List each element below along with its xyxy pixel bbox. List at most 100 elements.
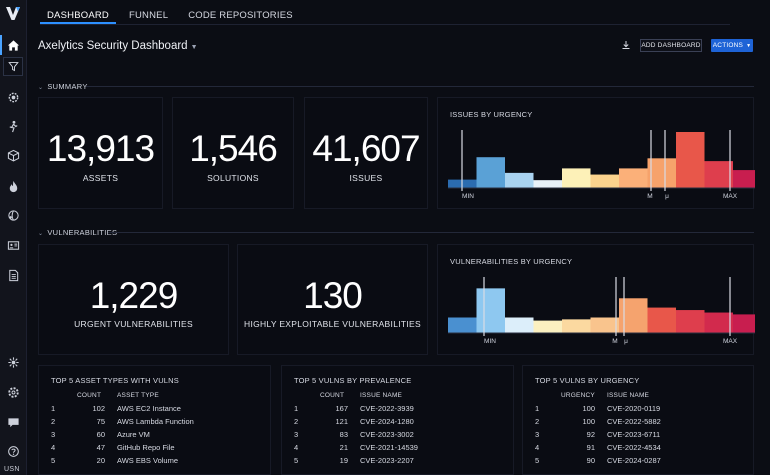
column-header[interactable]: ASSET TYPE	[117, 392, 159, 399]
table-row[interactable]: 4 21 CVE-2021-14539	[294, 441, 418, 454]
chart-bar	[647, 158, 676, 188]
row-count: 92	[586, 430, 595, 439]
table-row[interactable]: 3 83 CVE-2023-3002	[294, 428, 418, 441]
column-header[interactable]: COUNT	[320, 392, 345, 399]
prevalence-table-card: TOP 5 VULNS BY PREVALENCE COUNT ISSUE NAM…	[281, 365, 514, 475]
table-row[interactable]: 4 91 CVE-2022-4534	[535, 441, 661, 454]
chart-bar	[505, 172, 534, 188]
urgency-table: URGENCY ISSUE NAME 1 100 CVE-2020-0119 2 100 CV…	[535, 392, 661, 467]
column-header[interactable]: COUNT	[77, 392, 102, 399]
tab-code-repositories[interactable]: CODE REPOSITORIES	[188, 10, 293, 21]
table-row[interactable]: 3 60 Azure VM	[51, 428, 194, 441]
column-header[interactable]: URGENCY	[561, 392, 595, 399]
chart-bar	[448, 317, 477, 333]
settings-gear-icon[interactable]	[4, 88, 22, 106]
chart-bar	[704, 161, 733, 188]
chart-label-min: MIN	[484, 338, 496, 345]
table-row[interactable]: 3 92 CVE-2023-6711	[535, 428, 661, 441]
table-row[interactable]: 5 20 AWS EBS Volume	[51, 454, 194, 467]
dashboard-selector[interactable]: Axelytics Security Dashboard ▼	[38, 40, 198, 52]
row-count: 100	[582, 404, 595, 413]
row-name: CVE-2024-1280	[360, 417, 414, 426]
table-row[interactable]: 2 121 CVE-2024-1280	[294, 415, 418, 428]
table-row[interactable]: 1 167 CVE-2022-3939	[294, 402, 418, 415]
row-count: 91	[586, 443, 595, 452]
row-name: CVE-2020-0119	[607, 404, 661, 413]
row-count: 20	[96, 456, 105, 465]
id-card-icon[interactable]	[4, 236, 22, 254]
row-count: 121	[335, 417, 348, 426]
tab-funnel[interactable]: FUNNEL	[128, 10, 169, 21]
cube-icon[interactable]	[4, 146, 22, 164]
column-header[interactable]	[294, 392, 320, 402]
exploitable-vulns-value: 130	[303, 275, 363, 316]
asset-types-table-card: TOP 5 ASSET TYPES WITH VULNS COUNT ASSET …	[38, 365, 271, 475]
urgency-title: TOP 5 VULNS BY URGENCY	[535, 376, 640, 385]
chart-label-mu: μ	[665, 193, 669, 200]
assets-label: ASSETS	[82, 173, 119, 183]
row-rank: 1	[51, 404, 56, 413]
issues-kpi-card[interactable]: 41,607 ISSUES	[304, 97, 428, 209]
column-header[interactable]	[51, 392, 77, 402]
assets-kpi-card[interactable]: 13,913 ASSETS	[38, 97, 163, 209]
chart-label-mu: μ	[624, 338, 628, 345]
column-header[interactable]: ISSUE NAME	[360, 392, 403, 399]
row-count: 90	[586, 456, 595, 465]
filter-icon[interactable]	[3, 57, 23, 76]
row-rank: 2	[535, 417, 540, 426]
prevalence-title: TOP 5 VULNS BY PREVALENCE	[294, 376, 412, 385]
row-name: GitHub Repo File	[117, 443, 175, 452]
document-list-icon[interactable]	[4, 266, 22, 284]
integrations-icon[interactable]	[4, 353, 22, 371]
chart-bar	[533, 320, 562, 333]
chat-icon[interactable]	[4, 413, 22, 431]
actions-button[interactable]: ACTIONS ▼	[711, 39, 753, 52]
table-row[interactable]: 1 102 AWS EC2 Instance	[51, 402, 194, 415]
table-row[interactable]: 4 47 GitHub Repo File	[51, 441, 194, 454]
network-icon[interactable]	[4, 206, 22, 224]
table-row[interactable]: 2 75 AWS Lambda Function	[51, 415, 194, 428]
table-row[interactable]: 5 90 CVE-2024-0287	[535, 454, 661, 467]
solutions-kpi-card[interactable]: 1,546 SOLUTIONS	[172, 97, 294, 209]
table-row[interactable]: 2 100 CVE-2022-5882	[535, 415, 661, 428]
urgent-vulns-label: URGENT VULNERABILITIES	[74, 319, 193, 329]
row-rank: 1	[294, 404, 299, 413]
user-initials[interactable]: USN	[4, 466, 20, 473]
column-header[interactable]: ISSUE NAME	[607, 392, 650, 399]
table-row[interactable]: 5 19 CVE-2023-2207	[294, 454, 418, 467]
urgent-vulns-kpi-card[interactable]: 1,229 URGENT VULNERABILITIES	[38, 244, 229, 355]
download-icon[interactable]	[621, 40, 631, 50]
row-count: 60	[96, 430, 105, 439]
chart-bar	[476, 288, 505, 333]
chart-bar	[619, 298, 648, 333]
add-dashboard-button[interactable]: ADD DASHBOARD	[640, 39, 702, 52]
chart-bar	[647, 307, 676, 333]
chart-bar	[704, 312, 733, 333]
row-name: CVE-2021-14539	[360, 443, 418, 452]
tab-dashboard[interactable]: DASHBOARD	[40, 8, 116, 24]
settings-icon[interactable]	[4, 383, 22, 401]
chart-bar	[505, 317, 534, 333]
row-name: Azure VM	[117, 430, 150, 439]
help-icon[interactable]	[4, 442, 22, 460]
exploitable-vulns-kpi-card[interactable]: 130 HIGHLY EXPLOITABLE VULNERABILITIES	[237, 244, 428, 355]
person-walking-icon[interactable]	[4, 117, 22, 135]
vulns-chart-title: VULNERABILITIES BY URGENCY	[450, 257, 573, 266]
row-name: CVE-2023-3002	[360, 430, 414, 439]
table-row[interactable]: 1 100 CVE-2020-0119	[535, 402, 661, 415]
column-header[interactable]	[535, 392, 561, 402]
issues-value: 41,607	[312, 128, 420, 169]
chart-bar	[733, 170, 755, 188]
vulnerabilities-section-toggle[interactable]: ⌄ VULNERABILITIES	[38, 228, 117, 237]
row-count: 47	[96, 443, 105, 452]
logo-icon[interactable]	[5, 5, 21, 21]
home-icon[interactable]	[4, 36, 22, 54]
chevron-down-icon: ▼	[746, 42, 752, 49]
flame-icon[interactable]	[4, 177, 22, 195]
chevron-down-icon: ⌄	[38, 85, 44, 91]
row-rank: 2	[51, 417, 56, 426]
row-name: AWS EC2 Instance	[117, 404, 181, 413]
summary-section-toggle[interactable]: ⌄ SUMMARY	[38, 82, 88, 91]
